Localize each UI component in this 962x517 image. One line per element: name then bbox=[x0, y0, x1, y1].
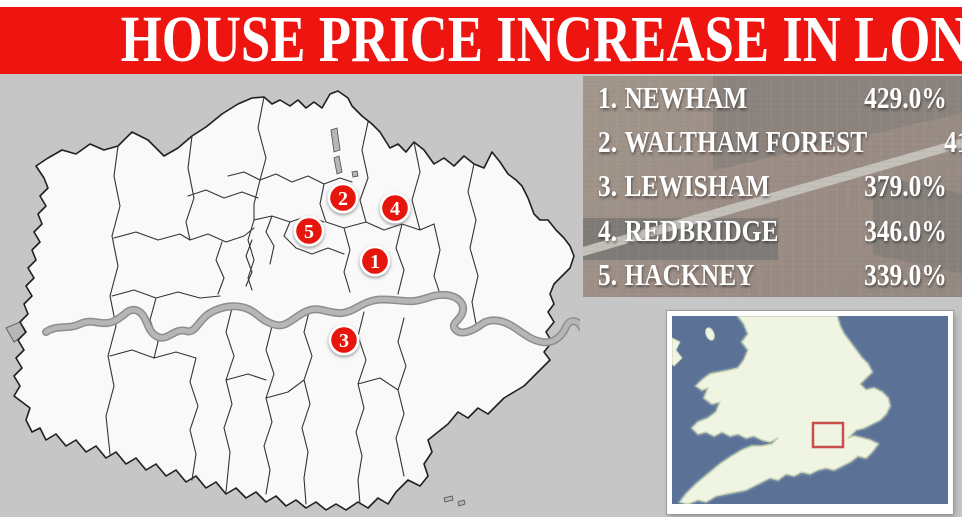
lea-valley-reservoirs bbox=[330, 127, 359, 178]
legend-row-3: 3. LEWISHAM 379.0% bbox=[583, 164, 962, 208]
legend-borough-name: 4. REDBRIDGE bbox=[598, 212, 779, 248]
england-wales-map bbox=[671, 313, 948, 507]
london-borough-map: 1 2 3 4 5 bbox=[5, 90, 580, 511]
legend-value: 339.0% bbox=[864, 256, 947, 292]
legend-borough-name: 5. HACKNEY bbox=[598, 256, 755, 292]
marker-3-number: 3 bbox=[339, 330, 349, 352]
banner: HOUSE PRICE INCREASE IN LONDON bbox=[0, 7, 962, 74]
marker-4-redbridge: 4 bbox=[379, 192, 411, 224]
london-highlight-box bbox=[811, 421, 845, 449]
legend-value: 379.0% bbox=[864, 168, 947, 204]
marker-5-number: 5 bbox=[304, 221, 314, 243]
legend-rows: 1.NEWHAM 429.0% 2.WALTHAM FOREST 418.0% … bbox=[583, 76, 962, 297]
legend-photo-overlay bbox=[583, 76, 962, 297]
banner-title: HOUSE PRICE INCREASE IN LONDON bbox=[120, 3, 962, 76]
marker-2-waltham-forest: 2 bbox=[327, 182, 359, 214]
greater-london-outline bbox=[13, 90, 575, 511]
borough-boundaries bbox=[105, 96, 479, 505]
marker-1-number: 1 bbox=[370, 251, 380, 273]
marker-2-number: 2 bbox=[338, 188, 348, 210]
england-locator-inset bbox=[667, 311, 953, 514]
isle-of-man bbox=[705, 327, 715, 341]
legend-value: 429.0% bbox=[864, 80, 947, 116]
legend-row-4: 4. REDBRIDGE 346.0% bbox=[583, 209, 962, 253]
marker-3-lewisham: 3 bbox=[328, 324, 360, 356]
ireland-coast-fragment bbox=[671, 337, 683, 367]
legend-borough-name: 3. LEWISHAM bbox=[598, 168, 770, 204]
marker-4-number: 4 bbox=[390, 198, 400, 220]
great-britain-landmass bbox=[677, 313, 893, 507]
marker-1-newham: 1 bbox=[359, 245, 391, 277]
legend-value: 346.0% bbox=[864, 212, 947, 248]
legend-row-1: 1. NEWHAM 429.0% bbox=[583, 76, 962, 120]
legend-photo-brick-texture bbox=[583, 76, 962, 297]
legend-row-5: 5. HACKNEY 339.0% bbox=[583, 253, 962, 297]
legend-borough-name: 1. NEWHAM bbox=[598, 80, 748, 116]
marker-5-hackney: 5 bbox=[293, 215, 325, 247]
thames-river bbox=[42, 290, 580, 347]
legend-value: 418.0% bbox=[944, 124, 962, 160]
legend-row-2: 2.WALTHAM FOREST 418.0% bbox=[583, 120, 962, 164]
legend-panel: 1.NEWHAM 429.0% 2.WALTHAM FOREST 418.0% … bbox=[583, 76, 962, 297]
legend-borough-name: 2. WALTHAM FOREST bbox=[598, 124, 868, 160]
